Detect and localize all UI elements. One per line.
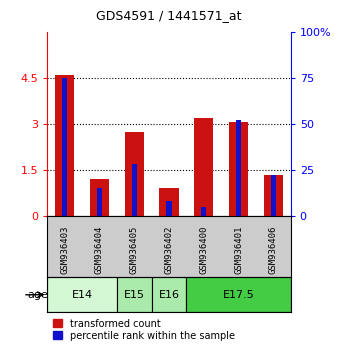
- Text: GSM936400: GSM936400: [199, 225, 208, 274]
- Legend: transformed count, percentile rank within the sample: transformed count, percentile rank withi…: [52, 318, 236, 342]
- Bar: [125, 132, 144, 216]
- Text: age: age: [27, 290, 48, 300]
- Text: GDS4591 / 1441571_at: GDS4591 / 1441571_at: [96, 9, 242, 22]
- Bar: [97, 188, 102, 216]
- Text: GSM936402: GSM936402: [165, 225, 173, 274]
- Bar: [236, 120, 241, 216]
- Bar: [131, 164, 137, 216]
- Bar: [201, 207, 207, 216]
- Text: GSM936406: GSM936406: [269, 225, 278, 274]
- Text: GSM936401: GSM936401: [234, 225, 243, 274]
- Text: E17.5: E17.5: [223, 290, 255, 300]
- Text: GSM936403: GSM936403: [60, 225, 69, 274]
- Text: E16: E16: [159, 290, 179, 300]
- Bar: [90, 179, 109, 216]
- Bar: [152, 278, 186, 312]
- Bar: [264, 175, 283, 216]
- Bar: [62, 78, 67, 216]
- Bar: [160, 188, 178, 216]
- Text: E14: E14: [72, 290, 93, 300]
- Text: E15: E15: [124, 290, 145, 300]
- Bar: [194, 118, 213, 216]
- Bar: [186, 278, 291, 312]
- Bar: [229, 122, 248, 216]
- Bar: [47, 278, 117, 312]
- Bar: [166, 201, 172, 216]
- Bar: [271, 176, 276, 216]
- Bar: [55, 75, 74, 216]
- Text: GSM936405: GSM936405: [130, 225, 139, 274]
- Bar: [117, 278, 152, 312]
- Text: GSM936404: GSM936404: [95, 225, 104, 274]
